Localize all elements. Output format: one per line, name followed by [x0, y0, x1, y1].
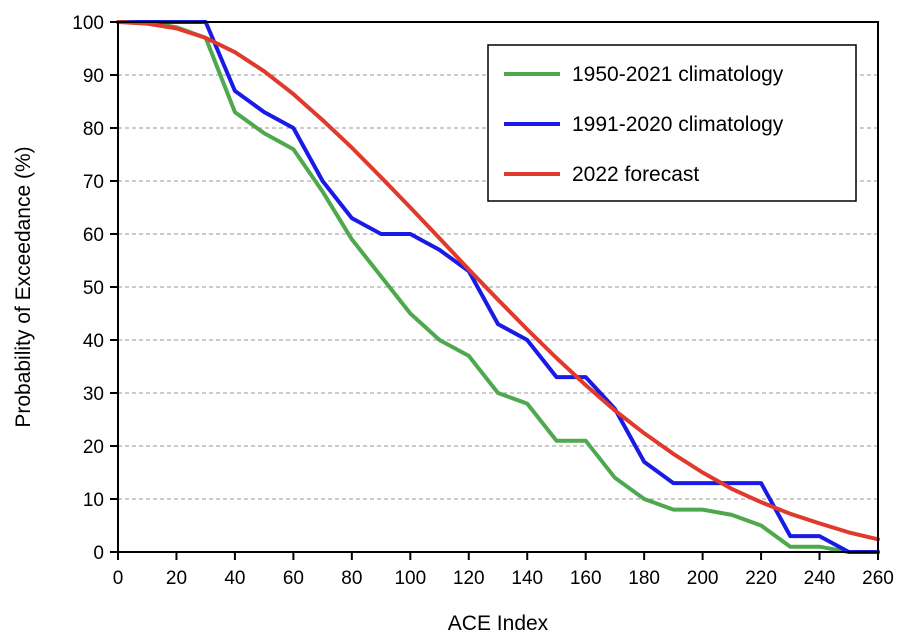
y-axis-title: Probability of Exceedance (%) [12, 146, 35, 427]
x-tick-label: 20 [166, 568, 187, 589]
x-axis-title: ACE Index [448, 612, 549, 635]
y-axis-tick-labels: 0 10 20 30 40 50 60 70 80 90 100 [72, 13, 104, 564]
legend-label-2: 1991-2020 climatology [572, 113, 784, 136]
x-tick-label: 200 [687, 568, 719, 589]
y-tick-label: 40 [83, 331, 104, 352]
x-tick-label: 40 [224, 568, 245, 589]
x-tick-label: 160 [570, 568, 602, 589]
legend: 1950-2021 climatology 1991-2020 climatolo… [487, 44, 857, 202]
x-tick-label: 100 [394, 568, 426, 589]
x-tick-label: 140 [511, 568, 543, 589]
y-tick-label: 50 [83, 278, 104, 299]
x-axis-tick-labels: 0 20 40 60 80 100 120 140 160 180 200 220 240 260 [113, 568, 894, 589]
legend-label-1: 1950-2021 climatology [572, 63, 784, 86]
axis-ticks [110, 21, 879, 560]
series-line-3 [116, 20, 880, 542]
y-tick-label: 100 [72, 13, 104, 34]
series-lines [116, 20, 880, 554]
y-tick-label: 30 [83, 384, 104, 405]
y-tick-label: 10 [83, 490, 104, 511]
x-tick-label: 220 [745, 568, 777, 589]
y-tick-label: 90 [83, 66, 104, 87]
legend-label-3: 2022 forecast [572, 163, 699, 186]
x-tick-label: 180 [628, 568, 660, 589]
y-tick-label: 70 [83, 172, 104, 193]
x-tick-label: 0 [113, 568, 124, 589]
y-tick-label: 20 [83, 437, 104, 458]
x-tick-label: 60 [283, 568, 304, 589]
x-tick-label: 120 [453, 568, 485, 589]
x-tick-label: 260 [862, 568, 894, 589]
series-line-1 [116, 20, 880, 554]
y-tick-label: 80 [83, 119, 104, 140]
y-tick-label: 0 [93, 543, 104, 564]
y-tick-label: 60 [83, 225, 104, 246]
x-tick-label: 80 [341, 568, 362, 589]
x-tick-label: 240 [804, 568, 836, 589]
series-line-2 [116, 20, 880, 554]
